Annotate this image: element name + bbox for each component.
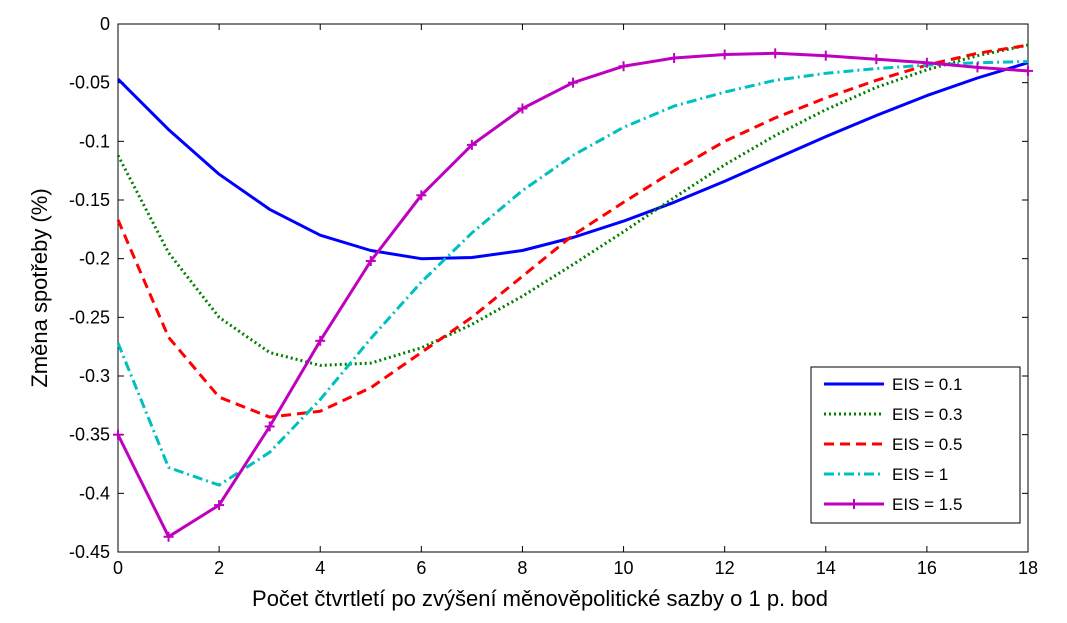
series-4-point: [618, 61, 629, 72]
series-4-point: [365, 256, 376, 267]
series-4-point: [669, 53, 680, 64]
x-tick-label: 8: [517, 558, 527, 578]
y-tick-label: -0.4: [79, 483, 110, 503]
legend-label-1: EIS = 0.3: [892, 405, 962, 424]
legend-label-3: EIS = 1: [892, 465, 948, 484]
series-4-point: [770, 48, 781, 59]
legend-marker-4: [849, 499, 859, 509]
legend: EIS = 0.1 EIS = 0.3 EIS = 0.5 EIS = 1 EIS = …: [810, 366, 1021, 524]
y-axis-label: Změna spotřeby (%): [27, 188, 52, 387]
ticks: 0 2 4 6 8 10 12 14 16 18 0 -0.05 -0.1 -0.15 -0.2 -0.25 -…: [69, 14, 1038, 578]
series-4-point: [719, 49, 730, 60]
series-lines: [113, 43, 1033, 542]
series-4-point: [315, 335, 326, 346]
x-tick-label: 16: [917, 558, 937, 578]
series-4-point: [972, 62, 983, 73]
x-tick-label: 14: [816, 558, 836, 578]
series-line-3: [116, 60, 1029, 487]
series-4-point: [568, 77, 578, 88]
series-4-point: [163, 531, 174, 542]
legend-label-0: EIS = 0.1: [892, 375, 962, 394]
series-4-point: [1023, 65, 1033, 76]
y-tick-label: -0.2: [79, 249, 110, 269]
y-tick-label: -0.15: [69, 190, 110, 210]
y-tick-label: 0: [100, 14, 110, 34]
series-4-point: [113, 429, 123, 440]
y-tick-label: -0.35: [69, 425, 110, 445]
series-4-point: [921, 57, 932, 68]
series-4-point: [214, 500, 225, 511]
x-tick-label: 6: [416, 558, 426, 578]
series-line-2: [116, 43, 1029, 419]
x-tick-label: 18: [1018, 558, 1038, 578]
series-4-point: [517, 103, 528, 114]
x-tick-label: 12: [715, 558, 735, 578]
legend-label-4: EIS = 1.5: [892, 495, 962, 514]
x-tick-label: 2: [214, 558, 224, 578]
series-4-point: [820, 50, 831, 61]
series-line-0: [116, 61, 1029, 261]
x-axis-label: Počet čtvrtletí po zvýšení měnověpolitic…: [252, 586, 828, 611]
x-tick-label: 0: [113, 558, 123, 578]
y-tick-label: -0.1: [79, 131, 110, 151]
y-tick-label: -0.45: [69, 542, 110, 562]
x-tick-label: 10: [614, 558, 634, 578]
series-4-point: [871, 54, 882, 65]
series-4-point: [264, 421, 275, 432]
y-tick-label: -0.3: [79, 366, 110, 386]
x-tick-label: 4: [315, 558, 325, 578]
series-4-point: [416, 190, 427, 201]
series-4-point: [466, 139, 477, 150]
legend-label-2: EIS = 0.5: [892, 435, 962, 454]
y-tick-label: -0.25: [69, 307, 110, 327]
y-tick-label: -0.05: [69, 73, 110, 93]
